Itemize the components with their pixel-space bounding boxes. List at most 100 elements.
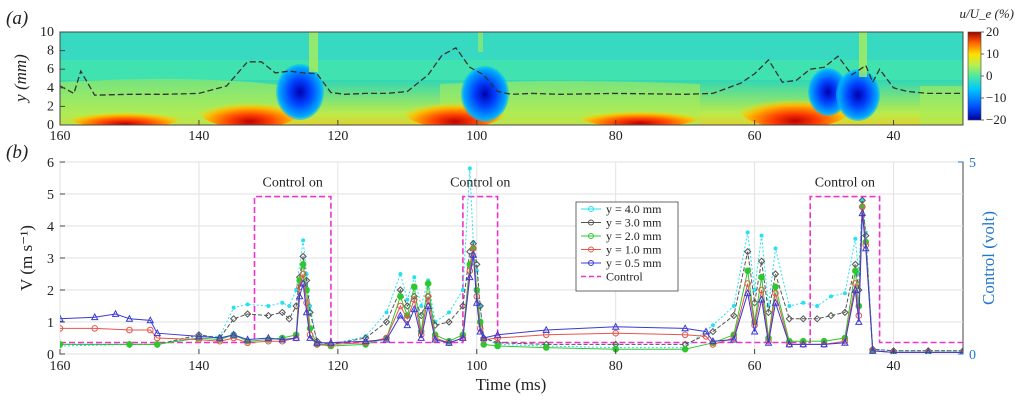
data-point bbox=[750, 327, 759, 335]
x-tick-label: 100 bbox=[466, 129, 487, 144]
data-point bbox=[60, 341, 64, 348]
data-point bbox=[745, 230, 750, 235]
heatmap-hot-spot bbox=[70, 108, 180, 125]
legend-label: Control bbox=[606, 270, 643, 284]
control-on-label: Control on bbox=[263, 176, 323, 191]
legend-label: y = 2.0 mm bbox=[606, 229, 662, 243]
y-tick-label: 8 bbox=[47, 44, 54, 59]
data-point bbox=[827, 311, 835, 320]
data-point bbox=[91, 325, 99, 332]
panel-a-ylabel: y (mm) bbox=[11, 54, 30, 104]
data-point bbox=[925, 348, 932, 354]
data-point bbox=[111, 309, 120, 317]
data-point bbox=[405, 297, 410, 302]
boundary-layer-edge-line bbox=[60, 46, 963, 96]
heatmap-cold-spot bbox=[461, 66, 509, 122]
data-point bbox=[302, 308, 311, 316]
data-point bbox=[396, 286, 405, 294]
data-point bbox=[799, 340, 808, 348]
data-point bbox=[301, 238, 306, 243]
data-point bbox=[842, 291, 847, 296]
heatmap-streak bbox=[859, 32, 867, 77]
data-point bbox=[90, 312, 99, 321]
data-point bbox=[285, 315, 293, 323]
data-point bbox=[785, 315, 794, 323]
y-tick-label: 4 bbox=[47, 81, 54, 96]
data-point bbox=[410, 296, 418, 303]
y-tick-label: 10 bbox=[40, 25, 54, 40]
data-point bbox=[472, 298, 481, 306]
data-point bbox=[147, 326, 154, 334]
data-point bbox=[771, 270, 780, 278]
data-point bbox=[702, 327, 710, 335]
data-point bbox=[493, 330, 502, 338]
y-tick-label: 2 bbox=[47, 284, 54, 299]
y-tick-label: 0 bbox=[47, 118, 54, 133]
heatmap-cold-spot bbox=[276, 64, 324, 120]
x-tick-label: 120 bbox=[327, 129, 348, 144]
x-tick-label: 60 bbox=[748, 129, 762, 144]
data-point bbox=[752, 288, 757, 292]
colorbar-ticks: 20 10 0 −10 −20 bbox=[981, 24, 1006, 127]
data-point bbox=[424, 301, 432, 309]
heatmap-hot-spot bbox=[200, 96, 300, 125]
data-point bbox=[469, 250, 478, 258]
data-point bbox=[419, 304, 424, 308]
data-point bbox=[612, 329, 619, 337]
data-point bbox=[480, 341, 488, 348]
data-point bbox=[412, 275, 417, 280]
data-point bbox=[743, 247, 752, 256]
data-point bbox=[396, 311, 405, 319]
data-point bbox=[384, 310, 389, 315]
data-point bbox=[813, 315, 821, 323]
heatmap-hot-spot bbox=[580, 107, 700, 125]
data-point bbox=[744, 267, 751, 275]
data-point bbox=[731, 304, 736, 308]
panel-b-series bbox=[60, 166, 963, 354]
x-tick-label: 120 bbox=[327, 359, 348, 374]
data-point bbox=[446, 310, 451, 315]
series-line bbox=[60, 213, 963, 353]
series-control-line bbox=[60, 195, 963, 344]
heatmap-cold-spot bbox=[836, 69, 880, 121]
data-point bbox=[264, 311, 273, 320]
data-point bbox=[403, 302, 412, 310]
data-point bbox=[460, 288, 465, 292]
data-point bbox=[764, 308, 773, 317]
data-point bbox=[126, 341, 133, 348]
data-point bbox=[397, 302, 404, 310]
y-tick-label: 6 bbox=[47, 156, 54, 171]
data-point bbox=[729, 335, 738, 343]
data-point bbox=[431, 334, 439, 342]
legend-label: y = 4.0 mm bbox=[606, 202, 662, 216]
x-tick-label: 160 bbox=[50, 129, 71, 144]
data-point bbox=[431, 335, 439, 343]
data-point bbox=[757, 257, 766, 265]
data-point bbox=[445, 338, 453, 346]
data-point bbox=[494, 342, 501, 350]
data-point bbox=[868, 346, 877, 354]
data-point bbox=[382, 335, 391, 343]
data-point bbox=[750, 299, 759, 307]
panel-b-label: (b) bbox=[6, 142, 28, 163]
heatmap-upper-band bbox=[60, 32, 963, 60]
data-point bbox=[245, 302, 250, 307]
data-point bbox=[709, 336, 717, 345]
data-point bbox=[299, 270, 307, 278]
y-tick-label: 2 bbox=[47, 99, 54, 114]
data-point bbox=[841, 338, 849, 346]
data-point bbox=[465, 272, 474, 281]
x-tick-label: 80 bbox=[609, 129, 623, 144]
y-tick-label: 4 bbox=[47, 220, 54, 235]
y2-tick-label: 5 bbox=[969, 156, 976, 171]
data-point bbox=[801, 300, 806, 305]
data-point bbox=[303, 299, 310, 307]
data-point bbox=[424, 280, 432, 287]
legend-marker bbox=[588, 246, 594, 253]
data-point bbox=[243, 310, 252, 318]
data-point bbox=[758, 273, 765, 281]
data-point bbox=[313, 338, 321, 346]
data-point bbox=[403, 320, 412, 329]
data-point bbox=[459, 333, 467, 341]
